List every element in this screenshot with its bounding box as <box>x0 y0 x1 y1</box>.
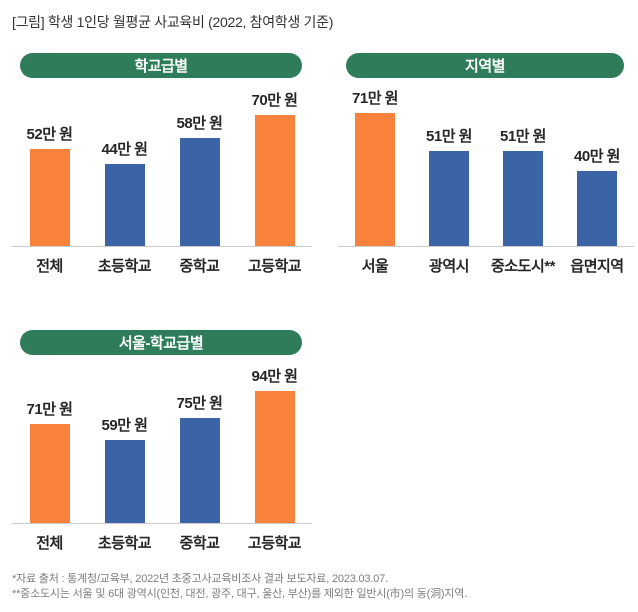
bar-column: 51만 원 <box>412 125 486 246</box>
bar <box>104 164 145 246</box>
bar-column: 58만 원 <box>162 112 237 246</box>
chart-title: 학교급별 <box>134 58 188 75</box>
value-label: 40만 원 <box>574 148 620 165</box>
chart-seoul-by-school-level: 서울-학교급별 71만 원 59만 원 75만 원 94만 원 전체 초등학교 중학교 고등… <box>12 330 312 553</box>
plot-area: 71만 원 59만 원 75만 원 94만 원 <box>12 355 312 524</box>
footnotes: *자료 출처 : 통계청/교육부, 2022년 초중고사교육비조사 결과 보도자… <box>12 572 628 602</box>
chart-by-school-level: 학교급별 52만 원 44만 원 58만 원 70만 원 전체 초등학교 중학교 고등학교 <box>12 53 312 276</box>
value-label: 44만 원 <box>101 141 148 158</box>
bar-column: 44만 원 <box>87 138 162 246</box>
bar <box>254 391 295 523</box>
chart-title-pill: 학교급별 <box>20 53 302 78</box>
bar-column: 51만 원 <box>486 125 560 246</box>
plot-area: 71만 원 51만 원 51만 원 40만 원 <box>338 78 634 247</box>
bar-column: 59만 원 <box>87 414 162 523</box>
bar-column: 75만 원 <box>162 392 237 523</box>
bar <box>429 151 469 246</box>
category-labels: 서울 광역시 중소도시** 읍면지역 <box>338 247 634 276</box>
chart-title-pill: 지역별 <box>346 53 624 78</box>
bar-column: 71만 원 <box>338 87 412 246</box>
bar <box>179 138 220 246</box>
value-label: 71만 원 <box>26 401 73 418</box>
chart-title-pill: 서울-학교급별 <box>20 330 302 355</box>
value-label: 70만 원 <box>251 92 298 109</box>
category-label: 전체 <box>36 535 63 552</box>
category-label: 전체 <box>36 258 63 275</box>
value-label: 51만 원 <box>426 128 472 145</box>
category-label: 고등학교 <box>247 258 302 275</box>
category-label: 중소도시** <box>491 258 555 275</box>
chart-title: 서울-학교급별 <box>118 335 204 352</box>
chart-title: 지역별 <box>465 58 505 75</box>
bar-column: 40만 원 <box>560 145 634 246</box>
empty-cell <box>338 330 634 553</box>
bar <box>104 440 145 523</box>
bar <box>503 151 543 246</box>
bar <box>29 424 70 523</box>
plot-area: 52만 원 44만 원 58만 원 70만 원 <box>12 78 312 247</box>
page-title: [그림] 학생 1인당 월평균 사교육비 (2022, 참여학생 기준) <box>12 14 334 30</box>
charts-grid: 학교급별 52만 원 44만 원 58만 원 70만 원 전체 초등학교 중학교 고등학교 … <box>12 53 634 553</box>
value-label: 52만 원 <box>26 126 73 143</box>
value-label: 75만 원 <box>176 395 223 412</box>
bar-column: 71만 원 <box>12 398 87 523</box>
bar <box>355 113 395 246</box>
chart-by-region: 지역별 71만 원 51만 원 51만 원 40만 원 서울 광역시 중소도시** 읍면지역 <box>338 53 634 276</box>
category-label: 읍면지역 <box>570 258 624 275</box>
value-label: 59만 원 <box>101 417 148 434</box>
category-label: 중학교 <box>179 258 220 275</box>
bar-column: 52만 원 <box>12 123 87 246</box>
category-label: 고등학교 <box>247 535 302 552</box>
value-label: 71만 원 <box>352 90 398 107</box>
footnote-definition: **중소도시는 서울 및 6대 광역시(인천, 대전, 광주, 대구, 울산, … <box>12 588 468 600</box>
value-label: 94만 원 <box>251 368 298 385</box>
footnote-source: *자료 출처 : 통계청/교육부, 2022년 초중고사교육비조사 결과 보도자… <box>12 573 388 585</box>
category-label: 서울 <box>361 258 389 275</box>
bar <box>577 171 617 246</box>
category-label: 초등학교 <box>97 535 152 552</box>
bar <box>254 115 295 246</box>
value-label: 58만 원 <box>176 115 223 132</box>
category-labels: 전체 초등학교 중학교 고등학교 <box>12 247 312 276</box>
bar <box>29 149 70 246</box>
value-label: 51만 원 <box>500 128 546 145</box>
category-label: 광역시 <box>429 258 469 275</box>
category-label: 중학교 <box>179 535 220 552</box>
bar-column: 94만 원 <box>237 365 312 523</box>
category-label: 초등학교 <box>97 258 152 275</box>
category-labels: 전체 초등학교 중학교 고등학교 <box>12 524 312 553</box>
bar <box>179 418 220 523</box>
bar-column: 70만 원 <box>237 89 312 246</box>
